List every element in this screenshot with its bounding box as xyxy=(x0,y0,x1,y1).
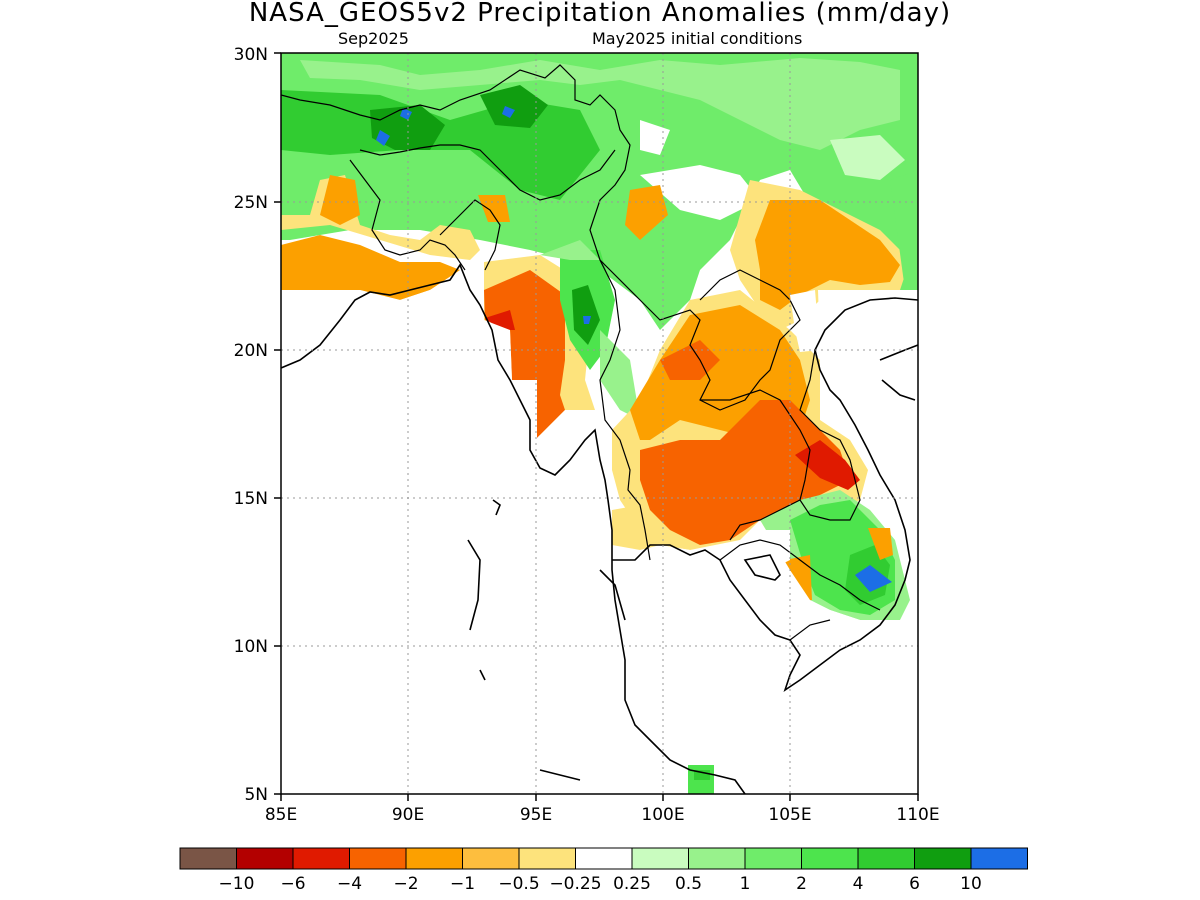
colorbar-swatch xyxy=(292,847,350,870)
colorbar-label: −0.25 xyxy=(549,874,601,894)
region-thailand-ne-dry xyxy=(640,400,850,545)
colorbar-label: 1 xyxy=(740,874,751,894)
chart-title: NASA_GEOS5v2 Precipitation Anomalies (mm… xyxy=(248,0,952,28)
y-tick-label: 10N xyxy=(234,637,268,657)
colorbar-swatch xyxy=(349,847,407,870)
colorbar-label: −0.5 xyxy=(498,874,539,894)
colorbar-swatch xyxy=(688,847,746,870)
colorbar-label: −2 xyxy=(393,874,418,894)
x-tick-label: 105E xyxy=(768,805,811,825)
initial-conditions-label: May2025 initial conditions xyxy=(592,29,803,48)
colorbar-label: 4 xyxy=(853,874,864,894)
colorbar-label: 6 xyxy=(909,874,920,894)
y-tick-label: 30N xyxy=(234,45,268,65)
region-laos-vietnam-border-dry xyxy=(795,440,860,490)
colorbar-label: 0.25 xyxy=(613,874,651,894)
tick-marks xyxy=(274,52,919,801)
x-tick-label: 85E xyxy=(265,805,297,825)
colorbar-swatch xyxy=(801,847,859,870)
colorbar-label: 0.5 xyxy=(675,874,702,894)
x-tick-label: 95E xyxy=(520,805,552,825)
colorbar-swatch xyxy=(179,847,237,870)
map-frame xyxy=(280,52,919,795)
region-vietnam-south-max-wet xyxy=(855,565,892,592)
colorbar-swatch xyxy=(914,847,972,870)
grid-lines xyxy=(281,53,918,794)
y-tick-label: 20N xyxy=(234,341,268,361)
region-arakan-core-dry xyxy=(485,310,515,330)
colorbar-label: −10 xyxy=(219,874,255,894)
colorbar-swatch xyxy=(744,847,802,870)
region-south-china-wet xyxy=(890,170,918,290)
valid-month-label: Sep2025 xyxy=(338,29,409,48)
colorbar: −10 −6 −4 −2 −1 −0.5 −0.25 0.25 0.5 1 2 4 6 10 xyxy=(179,847,1028,894)
region-bhutan-max-wet xyxy=(400,108,412,120)
region-myanmar-spot-max-wet xyxy=(583,316,591,324)
colorbar-swatch xyxy=(518,847,576,870)
colorbar-swatch xyxy=(405,847,463,870)
colorbar-swatch xyxy=(970,847,1028,870)
colorbar-label: −6 xyxy=(280,874,305,894)
anomaly-field xyxy=(281,53,918,794)
colorbar-label: 2 xyxy=(796,874,807,894)
x-tick-label: 100E xyxy=(641,805,684,825)
region-guangxi-dry xyxy=(755,200,900,310)
y-tick-label: 25N xyxy=(234,193,268,213)
colorbar-swatch xyxy=(631,847,689,870)
y-tick-label: 5N xyxy=(244,785,268,805)
country-borders xyxy=(281,64,881,641)
colorbar-swatch xyxy=(857,847,915,870)
y-tick-label: 15N xyxy=(234,489,268,509)
colorbar-swatch xyxy=(575,847,633,870)
colorbar-label: −1 xyxy=(450,874,475,894)
colorbar-swatch xyxy=(236,847,294,870)
region-arunachal-max-wet xyxy=(502,106,515,118)
colorbar-swatch xyxy=(462,847,520,870)
x-tick-label: 110E xyxy=(896,805,939,825)
colorbar-label: −4 xyxy=(337,874,362,894)
x-tick-label: 90E xyxy=(392,805,424,825)
colorbar-label: 10 xyxy=(960,874,982,894)
